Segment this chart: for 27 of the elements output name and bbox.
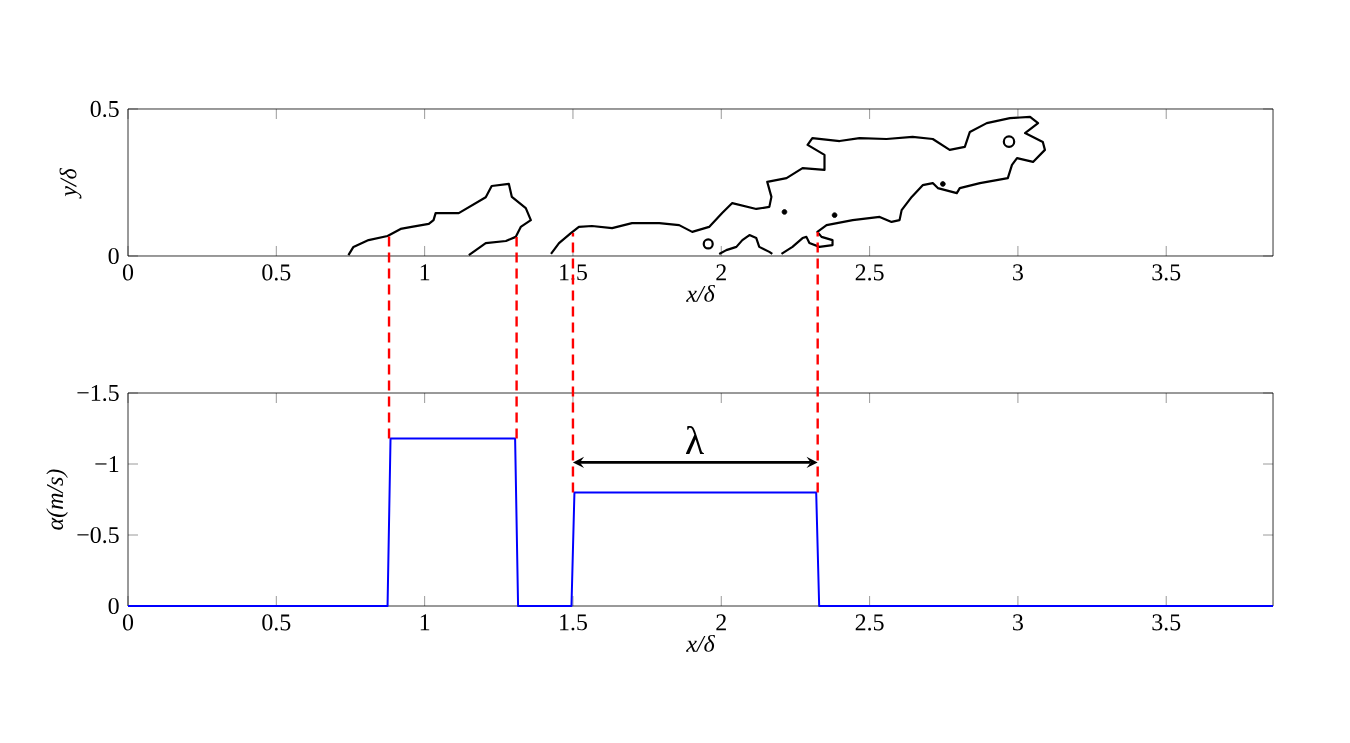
x-tick-label: 0.5	[262, 264, 291, 281]
y-tick-label: 0	[108, 247, 119, 265]
x-tick-label: 2.5	[855, 264, 884, 281]
x-axis-title: x/δ	[686, 284, 716, 302]
y-tick-label: −1	[95, 456, 119, 472]
annotation: λ	[685, 425, 705, 454]
x-tick-label: 1	[420, 264, 430, 281]
x-tick-label: 2	[716, 614, 726, 631]
x-tick-label: 1.5	[560, 614, 587, 631]
x-tick-label: 0	[122, 614, 134, 631]
x-tick-label: 1	[420, 614, 430, 631]
x-tick-label: 0.5	[262, 614, 291, 631]
x-tick-label: 2.5	[855, 614, 884, 631]
x-tick-label: 2	[716, 264, 726, 281]
y-tick-label: 0.5	[90, 100, 119, 118]
x-tick-label: 1.5	[560, 264, 587, 281]
y-axis-title: y/δ	[59, 167, 82, 199]
x-tick-label: 3.5	[1152, 264, 1181, 281]
x-tick-label: 3	[1013, 614, 1023, 631]
x-tick-label: 3.5	[1152, 614, 1181, 631]
x-tick-label: 3	[1013, 264, 1023, 281]
y-tick-label: 0	[108, 597, 119, 615]
x-axis-title: x/δ	[686, 634, 716, 652]
y-axis-title: α(m/s)	[46, 469, 68, 530]
x-tick-label: 0	[122, 264, 134, 281]
y-tick-label: −0.5	[77, 526, 119, 544]
y-tick-label: −1.5	[77, 384, 119, 402]
